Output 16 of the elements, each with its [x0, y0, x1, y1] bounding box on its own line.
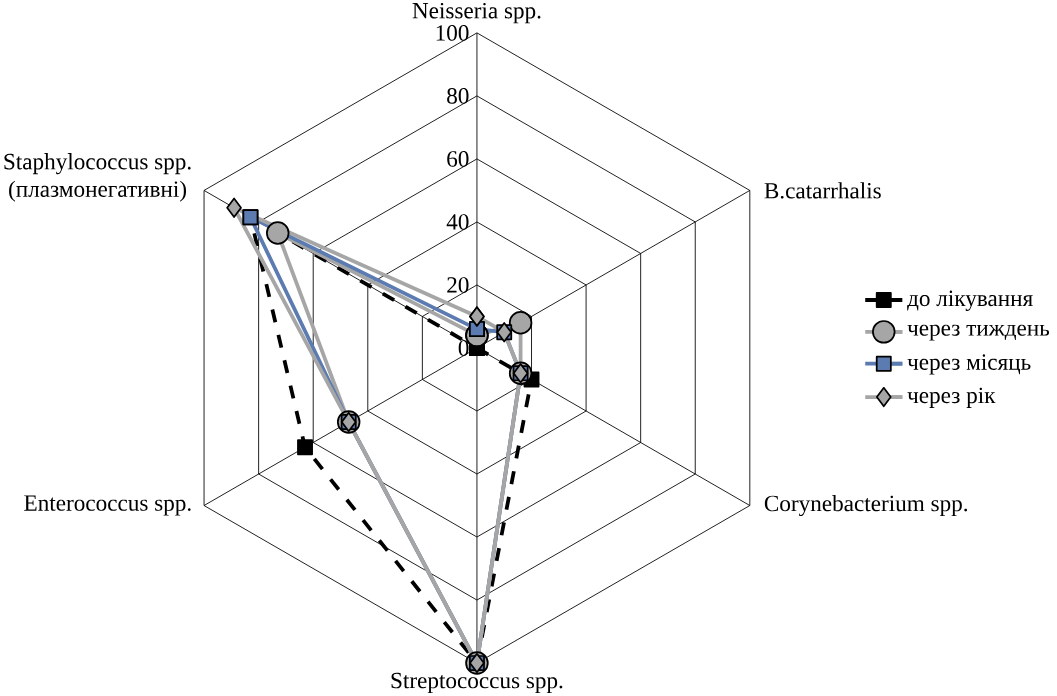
- legend-label: через тиждень: [907, 324, 1050, 341]
- y-tick-label: 60: [447, 151, 469, 167]
- legend-label: через місяць: [907, 354, 1031, 375]
- y-tick-label: 80: [447, 88, 469, 104]
- spoke-label: Streptococcus spp.: [391, 672, 563, 694]
- spoke-label: Staphylococcus spp. (плазмонегативні): [4, 153, 191, 202]
- legend-label: до лікування: [907, 290, 1033, 311]
- legend-label: через рік: [907, 387, 996, 408]
- spoke-label: B.catarrhalis: [764, 182, 881, 199]
- y-tick-label: 0: [458, 340, 469, 356]
- y-tick-label: 40: [446, 214, 469, 230]
- y-tick-label: 20: [447, 277, 469, 293]
- y-tick-label: 100: [436, 25, 469, 41]
- spoke-label: Neisseria spp.: [412, 2, 541, 24]
- spoke-label: Corynebacterium spp.: [764, 494, 968, 517]
- spoke-label: Enterococcus spp.: [24, 495, 191, 516]
